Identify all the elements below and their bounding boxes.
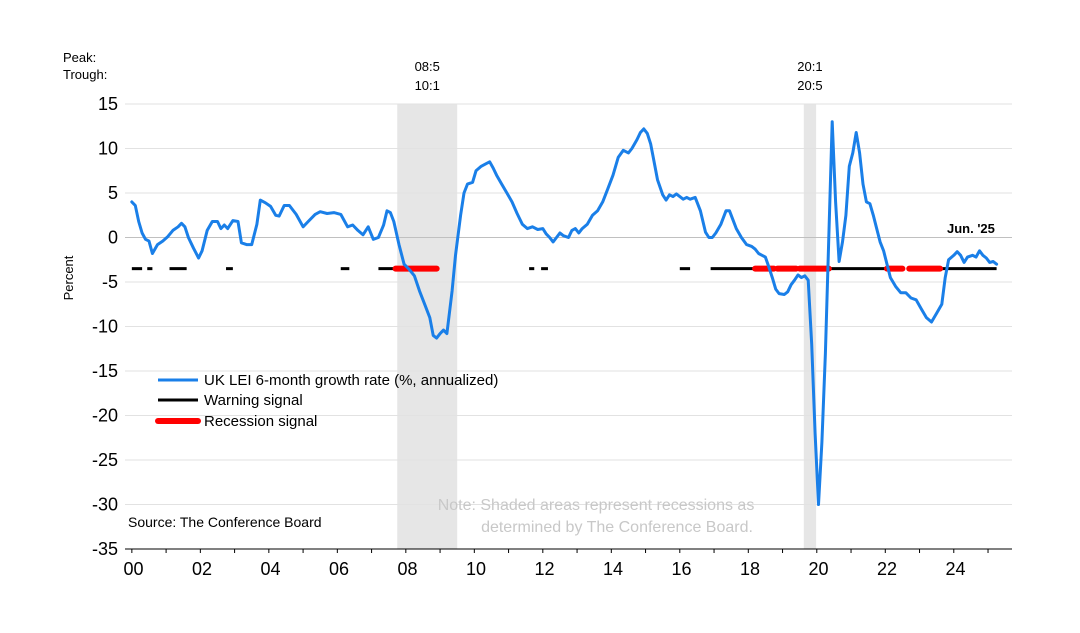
recession-peak-label-0: 08:5	[415, 59, 440, 74]
latest-label: Jun. '25	[947, 221, 995, 236]
recession-peak-label-1: 20:1	[797, 59, 822, 74]
x-tick-label: 24	[945, 559, 965, 579]
y-tick-label: -30	[92, 495, 118, 515]
legend-label-warning: Warning signal	[204, 392, 303, 409]
legend: UK LEI 6-month growth rate (%, annualize…	[155, 372, 498, 430]
x-tick-label: 22	[877, 559, 897, 579]
shading-note-line2: determined by The Conference Board.	[481, 519, 753, 536]
trough-header: Trough:	[63, 67, 107, 82]
gridlines	[125, 103, 1012, 505]
x-tick-label: 02	[192, 559, 212, 579]
y-tick-label: 5	[108, 183, 118, 203]
y-tick-label: -35	[92, 539, 118, 559]
y-axis-label: Percent	[61, 255, 76, 300]
x-tick-label: 18	[740, 559, 760, 579]
recession-trough-label-0: 10:1	[415, 78, 440, 93]
x-tick-label: 06	[329, 559, 349, 579]
recession-trough-label-1: 20:5	[797, 78, 822, 93]
y-tick-label: 0	[108, 228, 118, 248]
y-tick-label: -20	[92, 406, 118, 426]
x-tick-label: 16	[671, 559, 691, 579]
y-tick-label: -10	[92, 317, 118, 337]
x-axis-ticks: 00 02 04 06 08 10 12 14 16 18 20 22 24	[124, 559, 966, 579]
peak-header: Peak:	[63, 50, 96, 65]
y-tick-label: 10	[98, 139, 118, 159]
source-note: Source: The Conference Board	[128, 514, 322, 530]
y-tick-label: -5	[102, 272, 118, 292]
y-tick-label: -15	[92, 361, 118, 381]
legend-label-recession: Recession signal	[204, 413, 317, 430]
lei-growth-line	[130, 120, 999, 506]
y-axis-ticks: 15 10 5 0 -5 -10 -15 -20 -25 -30 -35	[92, 94, 118, 559]
x-tick-label: 14	[603, 559, 623, 579]
x-tick-label: 10	[466, 559, 486, 579]
series-layer	[130, 120, 999, 506]
legend-label-lei: UK LEI 6-month growth rate (%, annualize…	[204, 372, 498, 389]
x-tick-label: 00	[124, 559, 144, 579]
x-tick-label: 08	[398, 559, 418, 579]
peak-trough-labels: 08:5 10:1 20:1 20:5	[415, 59, 823, 93]
x-tick-label: 12	[535, 559, 555, 579]
x-tick-label: 04	[261, 559, 281, 579]
shading-note-line1: Note: Shaded areas represent recessions …	[438, 497, 755, 514]
x-axis	[125, 548, 1012, 553]
y-tick-label: 15	[98, 94, 118, 114]
x-tick-label: 20	[808, 559, 828, 579]
y-tick-label: -25	[92, 450, 118, 470]
